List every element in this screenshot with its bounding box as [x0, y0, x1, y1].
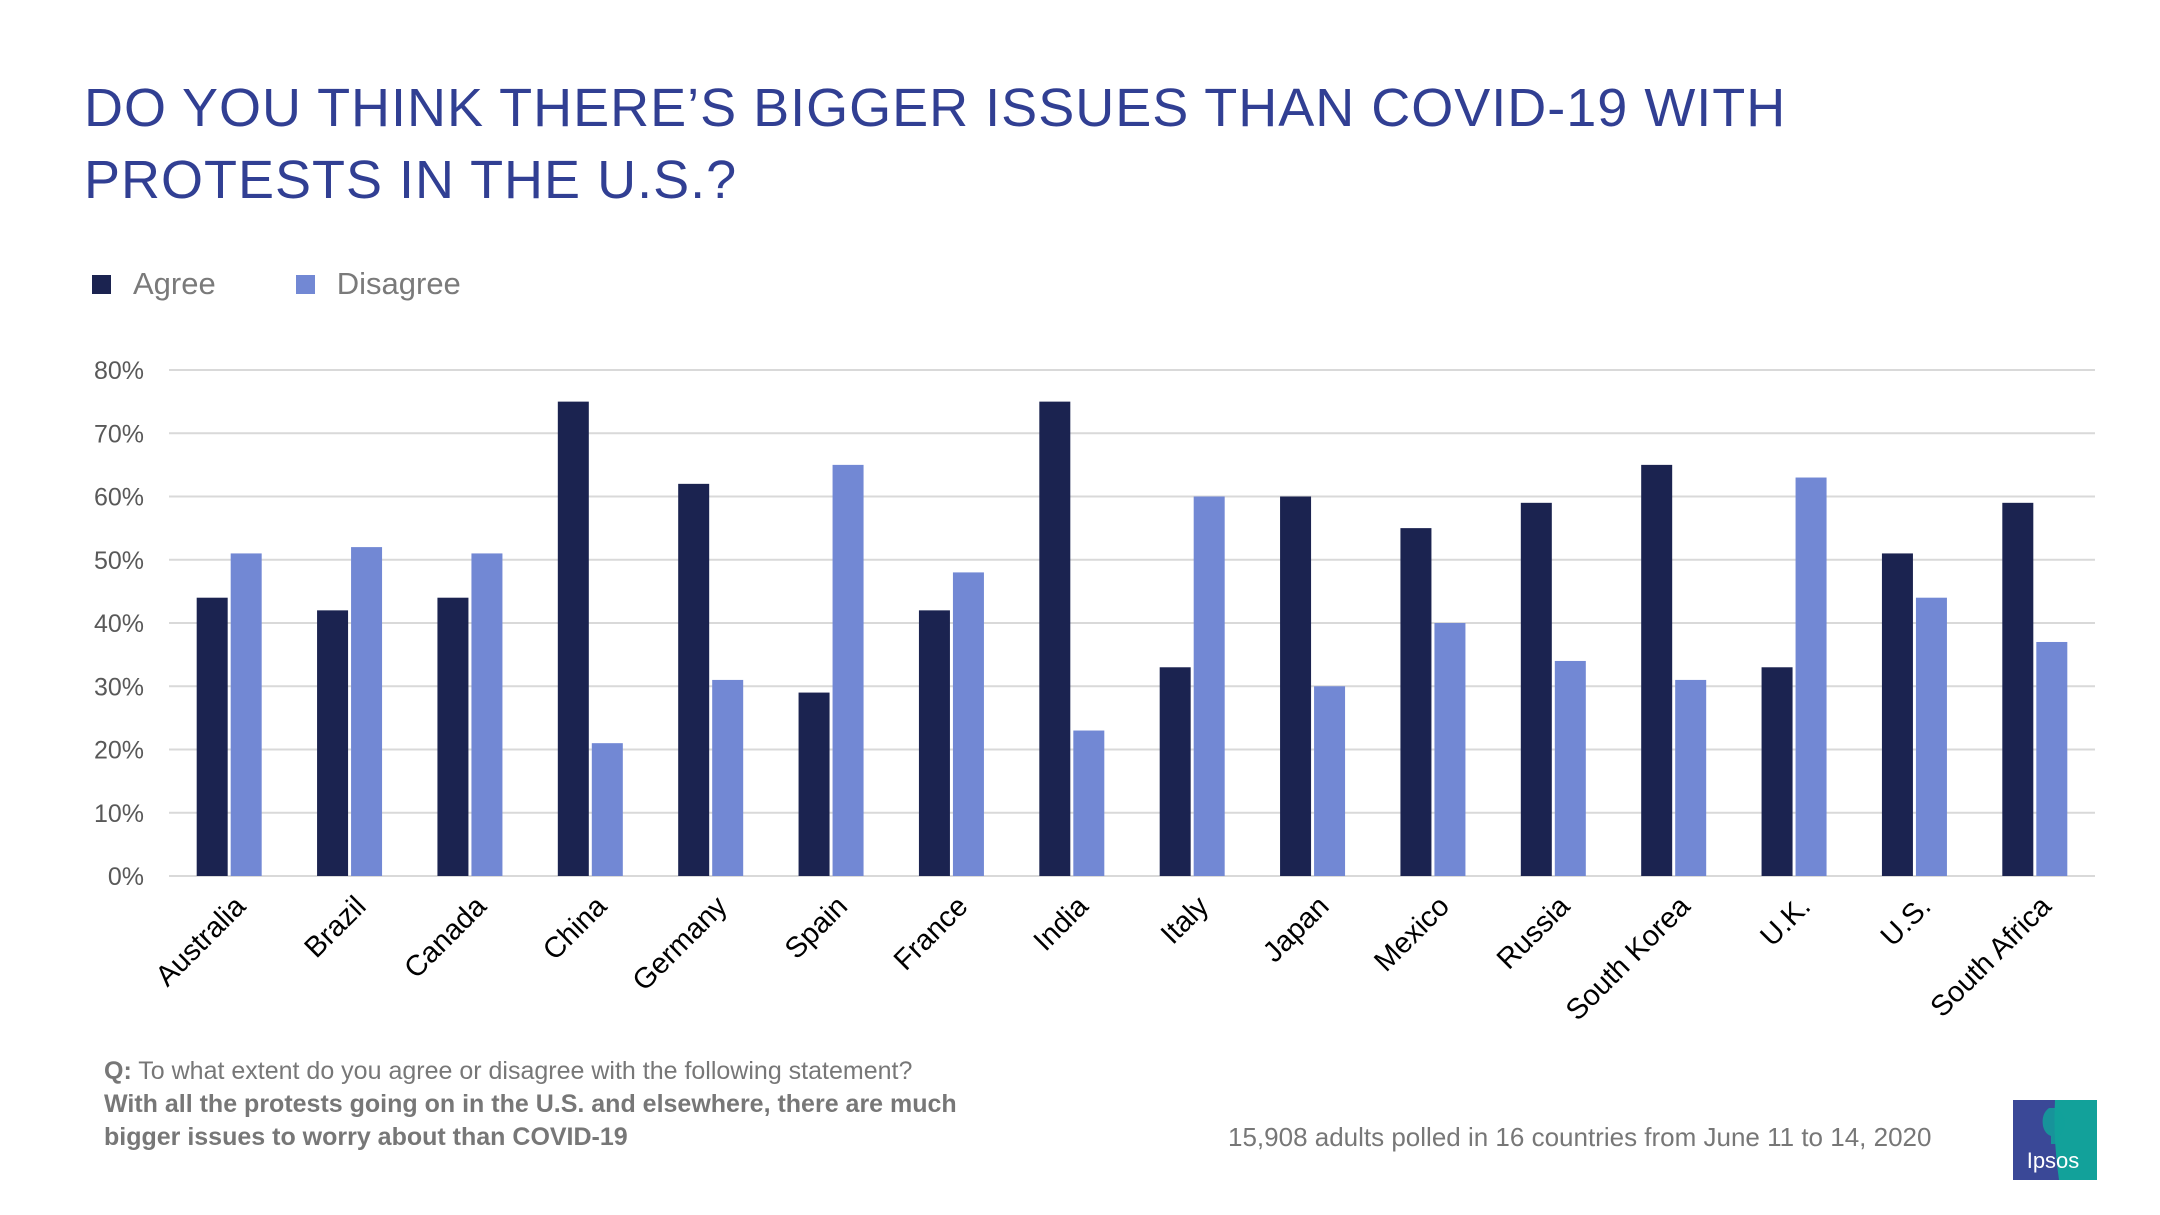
bar-agree-u-s	[1881, 553, 1913, 876]
x-tick-label: Canada	[398, 890, 493, 985]
bar-agree-italy	[1159, 667, 1191, 876]
x-tick-label: U.K.	[1754, 890, 1817, 953]
y-tick-label: 0%	[108, 863, 144, 891]
ipsos-logo-icon: Ipsos	[2013, 1100, 2097, 1180]
bar-agree-canada	[437, 597, 469, 876]
bar-agree-u-k	[1761, 667, 1793, 876]
bar-agree-brazil	[317, 610, 349, 876]
y-tick-label: 80%	[94, 357, 144, 385]
bar-disagree-russia	[1554, 660, 1586, 876]
legend: Agree Disagree	[92, 266, 541, 302]
x-tick-label: Mexico	[1368, 890, 1456, 978]
footnote: 15,908 adults polled in 16 countries fro…	[1228, 1122, 1932, 1152]
x-tick-label: Brazil	[299, 890, 373, 964]
bar-disagree-brazil	[351, 547, 383, 876]
bar-disagree-south-africa	[2036, 641, 2068, 876]
bar-agree-south-korea	[1641, 464, 1673, 876]
bar-disagree-australia	[230, 553, 262, 876]
bar-disagree-canada	[471, 553, 503, 876]
x-tick-label: India	[1028, 890, 1096, 958]
question-line: Q: To what extent do you agree or disagr…	[104, 1055, 957, 1088]
bar-disagree-germany	[712, 679, 744, 876]
y-tick-label: 70%	[94, 420, 144, 448]
bar-agree-mexico	[1400, 528, 1432, 876]
x-tick-label: Australia	[150, 890, 253, 993]
legend-swatch-agree	[92, 274, 111, 294]
x-tick-label: China	[537, 890, 614, 967]
bar-disagree-japan	[1314, 686, 1346, 876]
x-tick-label: France	[888, 890, 974, 976]
bar-disagree-italy	[1193, 496, 1225, 876]
bar-agree-india	[1039, 401, 1071, 876]
bar-agree-russia	[1520, 502, 1552, 876]
bar-disagree-south-korea	[1675, 679, 1707, 876]
y-tick-label: 10%	[94, 800, 144, 828]
y-tick-label: 30%	[94, 673, 144, 701]
ipsos-logo: Ipsos	[2013, 1100, 2097, 1180]
legend-swatch-disagree	[295, 274, 315, 294]
statement-line-2: bigger issues to worry about than COVID-…	[104, 1121, 957, 1154]
question-block: Q: To what extent do you agree or disagr…	[104, 1055, 957, 1154]
question-text: To what extent do you agree or disagree …	[138, 1057, 913, 1085]
bar-disagree-spain	[832, 464, 864, 876]
y-tick-label: 20%	[94, 737, 144, 765]
x-tick-label: U.S.	[1875, 890, 1938, 953]
chart-title: DO YOU THINK THERE’S BIGGER ISSUES THAN …	[84, 78, 1787, 210]
legend-label-disagree: Disagree	[336, 266, 461, 301]
legend-label-agree: Agree	[133, 266, 216, 301]
bar-agree-south-africa	[2002, 502, 2034, 876]
statement-line-1: With all the protests going on in the U.…	[104, 1088, 957, 1121]
x-tick-label: Germany	[627, 890, 734, 997]
legend-item-disagree: Disagree	[295, 266, 461, 302]
statement-text-1: With all the protests going on in the U.…	[104, 1090, 957, 1118]
x-tick-label: Spain	[779, 890, 854, 965]
y-tick-label: 60%	[94, 484, 144, 512]
bar-disagree-u-s	[1915, 597, 1947, 876]
ipsos-logo-text: Ipsos	[2027, 1148, 2080, 1173]
bar-agree-japan	[1280, 496, 1312, 876]
x-tick-label: Italy	[1155, 890, 1216, 951]
question-prefix: Q:	[104, 1057, 132, 1085]
x-tick-label: Japan	[1257, 890, 1335, 968]
bar-disagree-india	[1073, 730, 1105, 876]
legend-item-agree: Agree	[92, 266, 216, 302]
bar-disagree-u-k	[1795, 477, 1827, 876]
x-tick-label: South Africa	[1925, 890, 2059, 1024]
y-tick-label: 40%	[94, 610, 144, 638]
bar-disagree-mexico	[1434, 623, 1466, 876]
bar-agree-germany	[678, 483, 710, 876]
bar-agree-china	[557, 401, 589, 876]
bar-disagree-france	[952, 572, 984, 876]
bar-agree-australia	[196, 597, 228, 876]
bar-disagree-china	[591, 743, 623, 876]
bar-agree-france	[918, 610, 950, 876]
statement-text-2: bigger issues to worry about than COVID-…	[104, 1123, 628, 1151]
x-tick-label: Russia	[1491, 890, 1577, 976]
y-tick-label: 50%	[94, 547, 144, 575]
x-tick-label: South Korea	[1560, 890, 1697, 1027]
bar-agree-spain	[798, 692, 830, 876]
